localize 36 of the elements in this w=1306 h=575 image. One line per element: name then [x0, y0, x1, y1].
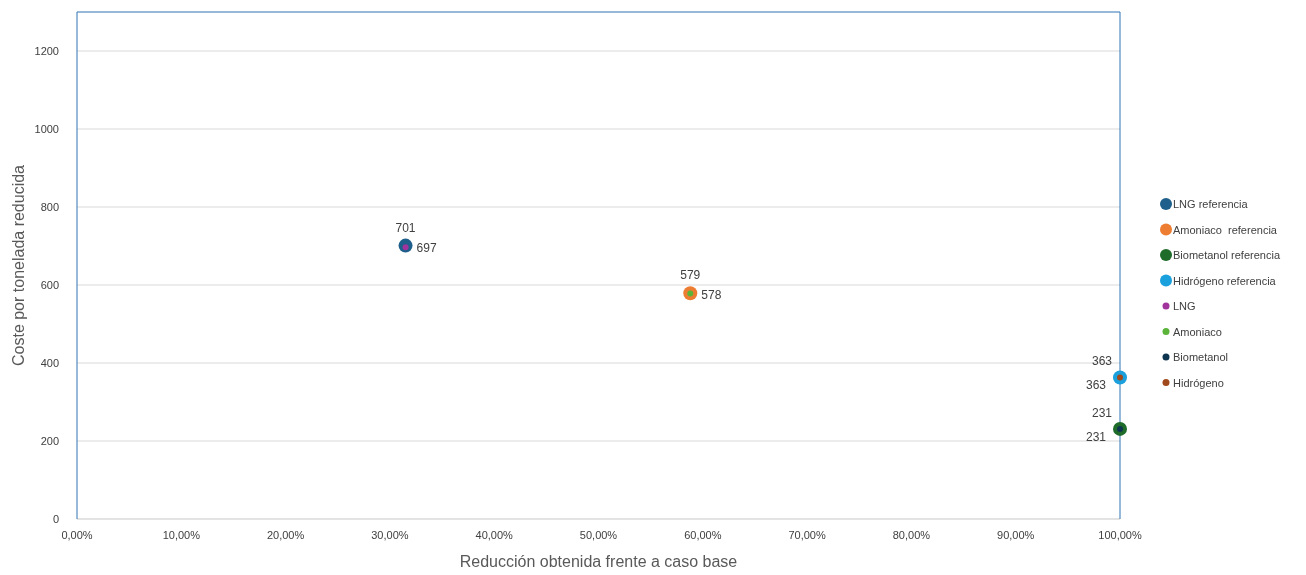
legend-label: LNG [1173, 300, 1196, 312]
data-label: 578 [701, 287, 722, 302]
legend-label: Hidrógeno referencia [1173, 274, 1277, 287]
x-tick-label: 30,00% [371, 529, 409, 541]
data-label: 363 [1085, 378, 1107, 393]
y-tick-label: 0 [52, 513, 59, 525]
x-tick-label: 90,00% [997, 529, 1035, 541]
x-axis-title: Reducción obtenida frente a caso base [459, 553, 738, 570]
y-tick-label: 600 [40, 279, 59, 291]
legend-label: LNG referencia [1173, 198, 1249, 210]
x-tick-label: 10,00% [162, 529, 201, 541]
y-tick-label: 400 [40, 357, 59, 369]
data-label: 363 [1091, 354, 1113, 369]
y-tick-label: 1000 [34, 123, 59, 135]
y-tick-label: 800 [40, 201, 59, 213]
legend-label: Amoniaco [1173, 325, 1222, 338]
x-tick-label: 50,00% [579, 529, 618, 541]
data-label: 579 [680, 268, 701, 283]
x-tick-label: 70,00% [788, 529, 826, 541]
y-axis-title: Coste por tonelada reducida [10, 164, 27, 367]
legend-label: Biometanol [1173, 351, 1229, 363]
x-tick-label: 20,00% [266, 529, 305, 541]
legend-label: Biometanol referencia [1173, 249, 1281, 261]
x-tick-label: 80,00% [892, 529, 931, 541]
x-tick-label: 100,00% [1098, 529, 1142, 541]
data-label: 701 [395, 220, 416, 235]
data-label: 697 [416, 241, 437, 256]
x-tick-label: 0,00% [61, 529, 93, 541]
legend-label: Hidrógeno [1173, 376, 1224, 389]
x-tick-label: 40,00% [475, 529, 514, 541]
data-label: 231 [1091, 405, 1113, 420]
y-tick-label: 1200 [34, 45, 59, 57]
legend-label: Amoniaco referencia [1173, 223, 1278, 236]
data-label: 231 [1085, 429, 1107, 444]
y-tick-label: 200 [40, 435, 59, 447]
x-tick-label: 60,00% [684, 529, 722, 541]
